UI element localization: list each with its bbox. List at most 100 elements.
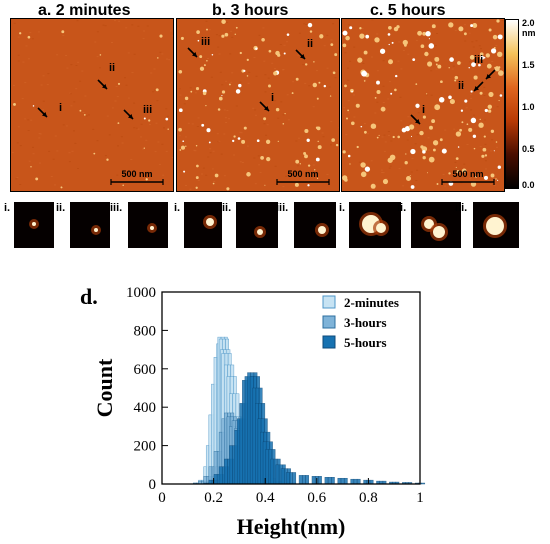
afm-texture <box>224 117 227 119</box>
afm-texture <box>258 34 261 36</box>
afm-texture <box>246 145 249 147</box>
afm-texture <box>118 20 121 22</box>
afm-texture <box>79 80 82 82</box>
afm-texture <box>398 41 401 43</box>
afm-texture <box>485 168 487 170</box>
histogram-bar <box>213 474 218 485</box>
afm-particle <box>497 179 499 181</box>
afm-texture <box>208 29 211 31</box>
afm-texture <box>332 23 335 25</box>
afm-texture <box>387 131 390 132</box>
colorbar-tick-label: 0.0 <box>522 180 535 190</box>
afm-particle <box>264 184 266 186</box>
afm-texture <box>502 56 504 58</box>
y-tick-label: 600 <box>134 362 157 378</box>
afm-particle <box>93 152 96 155</box>
afm-texture <box>121 142 124 144</box>
afm-texture <box>427 149 430 151</box>
afm-particle <box>370 183 376 189</box>
afm-texture <box>42 75 45 77</box>
afm-texture <box>380 169 383 171</box>
afm-particle <box>323 84 327 88</box>
afm-texture <box>32 146 34 148</box>
afm-particle <box>205 104 207 107</box>
afm-texture <box>347 100 350 102</box>
afm-texture <box>456 75 459 77</box>
afm-texture <box>496 146 498 148</box>
thumbnail-label: iii. <box>276 202 289 214</box>
afm-particle <box>329 95 332 97</box>
afm-texture <box>125 27 128 29</box>
afm-texture <box>444 185 447 187</box>
afm-texture <box>130 159 133 160</box>
afm-particle <box>317 140 319 143</box>
histogram-bar <box>356 478 361 485</box>
afm-texture <box>436 33 438 34</box>
afm-texture <box>197 179 200 181</box>
afm-texture <box>216 133 219 135</box>
afm-texture <box>430 70 433 72</box>
afm-particle <box>405 153 407 155</box>
afm-particle <box>226 187 230 191</box>
afm-particle <box>364 166 371 172</box>
scale-bar-label: 500 nm <box>121 169 152 179</box>
afm-texture <box>254 109 257 111</box>
afm-particle <box>472 23 478 28</box>
afm-particle <box>307 164 311 167</box>
afm-texture <box>171 35 173 37</box>
afm-texture <box>322 136 325 138</box>
marker-arrow-head <box>102 84 107 89</box>
afm-texture <box>274 165 277 167</box>
afm-texture <box>407 116 410 118</box>
afm-particle <box>224 32 229 37</box>
afm-texture <box>280 101 283 103</box>
afm-texture <box>264 74 267 76</box>
afm-particle <box>360 162 366 168</box>
afm-particle <box>211 53 214 56</box>
afm-particle <box>455 131 462 137</box>
afm-texture <box>304 82 307 84</box>
afm-particle <box>454 79 457 82</box>
histogram-bar <box>275 464 280 485</box>
afm-particle <box>461 168 467 173</box>
afm-particle <box>155 88 159 92</box>
afm-texture <box>220 153 223 155</box>
afm-particle <box>498 66 501 69</box>
afm-texture <box>410 171 413 173</box>
afm-texture <box>183 103 186 105</box>
afm-texture <box>317 173 320 175</box>
afm-texture <box>303 23 306 25</box>
afm-texture <box>233 154 236 156</box>
afm-particle <box>419 130 424 136</box>
afm-texture <box>470 97 473 99</box>
afm-texture <box>120 136 123 138</box>
afm-texture <box>158 163 161 165</box>
afm-particle <box>492 34 498 40</box>
afm-particle <box>496 19 500 23</box>
afm-texture <box>71 150 74 152</box>
afm-texture <box>70 105 73 107</box>
afm-particle <box>106 158 109 161</box>
afm-texture <box>218 35 221 37</box>
afm-texture <box>381 172 384 173</box>
marker-label: ii <box>109 62 115 74</box>
afm-texture <box>25 45 28 47</box>
afm-texture <box>125 84 128 86</box>
afm-texture <box>24 82 27 84</box>
afm-texture <box>197 117 200 119</box>
afm-texture <box>364 79 367 81</box>
afm-texture <box>75 65 78 66</box>
afm-particle <box>208 141 211 144</box>
afm-particle <box>232 139 235 143</box>
afm-particle <box>479 52 484 57</box>
afm-texture <box>133 53 136 55</box>
afm-particle <box>481 154 485 158</box>
afm-texture <box>371 19 374 21</box>
panel-c-title: c. 5 hours <box>370 2 446 19</box>
afm-particle <box>268 49 272 53</box>
afm-texture <box>16 142 19 144</box>
afm-particle <box>448 172 451 175</box>
afm-particle <box>441 148 447 154</box>
afm-particle <box>484 108 488 113</box>
afm-texture <box>376 101 379 103</box>
